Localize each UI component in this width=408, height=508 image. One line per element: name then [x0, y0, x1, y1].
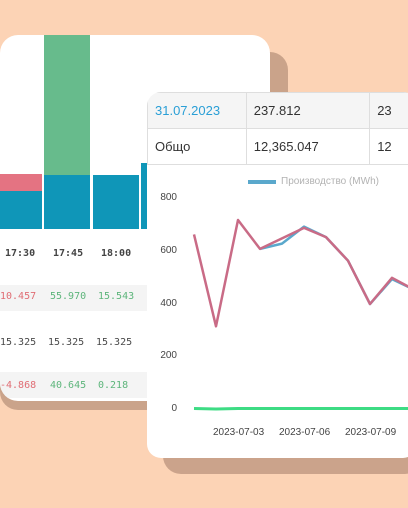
y-tick-label: 400 [160, 298, 177, 309]
date-link[interactable]: 31.07.2023 [147, 92, 247, 129]
bar-segment-teal [0, 191, 42, 229]
table-cell: 12 [369, 128, 408, 165]
table-cell: 23 [369, 92, 408, 129]
time-label: 17:30 [5, 248, 36, 259]
x-tick-label: 2023-07-09 [345, 427, 397, 438]
table-row: 31.07.2023 237.812 23 [147, 92, 408, 129]
bar-segment-teal [93, 175, 139, 229]
production-line-chart [192, 218, 408, 411]
x-tick-label: 2023-07-06 [279, 427, 331, 438]
summary-table: 31.07.2023 237.812 23 Общо 12,365.047 12 [147, 92, 408, 165]
bar-segment-teal [141, 163, 149, 229]
bar-segment-red [0, 174, 42, 191]
series-line [193, 407, 408, 411]
table-cell: -4.868 [0, 380, 37, 391]
legend-label: Производство (MWh) [281, 176, 379, 187]
legend-swatch [248, 179, 276, 184]
table-cell: 15.543 [98, 291, 135, 302]
series-line [192, 218, 408, 328]
table-cell: 15.325 [48, 337, 85, 348]
time-label: 18:00 [101, 248, 132, 259]
table-cell: 40.645 [50, 380, 87, 391]
table-cell: 0.218 [98, 380, 129, 391]
y-tick-label: 0 [171, 403, 177, 414]
y-tick-label: 800 [160, 192, 177, 203]
table-cell: 15.325 [96, 337, 133, 348]
production-card: 31.07.2023 237.812 23 Общо 12,365.047 12… [147, 92, 408, 458]
y-tick-label: 600 [160, 245, 177, 256]
table-cell: 237.812 [245, 92, 371, 129]
x-tick-label: 2023-07-03 [213, 427, 265, 438]
table-cell: 15.325 [0, 337, 37, 348]
table-cell: 12,365.047 [245, 128, 371, 165]
y-tick-label: 200 [160, 350, 177, 361]
bar-segment-teal [44, 175, 90, 229]
bar-segment-green [44, 35, 90, 175]
chart-legend[interactable]: Производство (MWh) [248, 176, 379, 187]
table-cell: 10.457 [0, 291, 37, 302]
time-label: 17:45 [53, 248, 84, 259]
table-row: Общо 12,365.047 12 [147, 128, 408, 165]
table-cell: 55.970 [50, 291, 87, 302]
